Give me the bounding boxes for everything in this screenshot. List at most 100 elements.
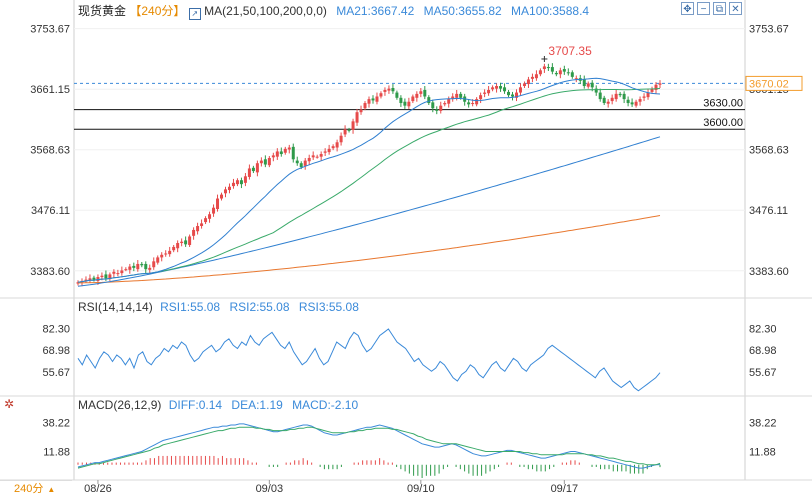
ma200-line bbox=[78, 215, 661, 284]
candle-body bbox=[467, 102, 471, 105]
candle-body bbox=[144, 263, 148, 270]
candle-body bbox=[279, 151, 283, 155]
candle-body bbox=[124, 269, 128, 271]
price-tick-left: 3753.67 bbox=[30, 24, 70, 36]
timeframe-badge[interactable]: 【240分】 bbox=[129, 4, 186, 18]
candle-body bbox=[307, 157, 311, 162]
level-label: 3600.00 bbox=[703, 117, 743, 129]
candle-body bbox=[231, 182, 235, 187]
candle-body bbox=[220, 194, 224, 199]
macd-tick-right: 11.88 bbox=[749, 447, 776, 459]
candle-body bbox=[435, 109, 439, 111]
candle-body bbox=[351, 121, 355, 130]
candle-body bbox=[638, 99, 642, 102]
candle-body bbox=[216, 198, 220, 210]
ma50-line bbox=[77, 87, 661, 283]
candle-body bbox=[419, 91, 423, 94]
candle-body bbox=[299, 163, 303, 168]
ma21-line bbox=[77, 77, 661, 283]
candle-body bbox=[267, 157, 271, 166]
candle-body bbox=[140, 263, 144, 266]
candle-body bbox=[287, 147, 291, 150]
candle-body bbox=[399, 97, 403, 104]
rsi-tick-left: 68.98 bbox=[42, 345, 70, 357]
ma-label: MA(21,50,100,200,0,0) bbox=[204, 4, 327, 18]
candle-body bbox=[200, 223, 204, 227]
candle-body bbox=[156, 257, 160, 263]
candle-body bbox=[622, 93, 626, 100]
move-icon[interactable]: ✥ bbox=[681, 2, 694, 15]
candle-body bbox=[495, 86, 499, 89]
candle-body bbox=[518, 87, 522, 93]
candle-body bbox=[283, 148, 287, 153]
candle-body bbox=[503, 87, 507, 92]
candle-body bbox=[375, 96, 379, 102]
candle-body bbox=[359, 109, 363, 113]
candle-body bbox=[542, 66, 546, 70]
chart-header: 现货黄金 【240分】 ↗ MA(21,50,100,200,0,0) MA21… bbox=[78, 2, 589, 20]
ma100-value: MA100:3588.4 bbox=[511, 4, 590, 18]
candle-body bbox=[391, 87, 395, 92]
candle-body bbox=[534, 74, 538, 79]
price-tick-right: 3383.60 bbox=[749, 266, 789, 278]
restore-icon[interactable]: ⧉ bbox=[713, 2, 726, 15]
minimize-icon[interactable]: − bbox=[697, 2, 710, 15]
candle-body bbox=[243, 176, 247, 183]
current-price-tag bbox=[745, 75, 803, 91]
price-tick-right: 3753.67 bbox=[749, 24, 789, 36]
candle-body bbox=[347, 129, 351, 131]
candle-body bbox=[499, 86, 503, 89]
candle-body bbox=[160, 254, 164, 258]
candle-body bbox=[247, 168, 251, 177]
candle-body bbox=[108, 274, 112, 279]
candle-body bbox=[323, 151, 327, 153]
candle-body bbox=[646, 92, 650, 98]
candle-body bbox=[483, 92, 487, 94]
candle-body bbox=[451, 96, 455, 99]
candle-body bbox=[427, 97, 431, 104]
ma100-line bbox=[77, 136, 661, 287]
candle-body bbox=[423, 89, 427, 97]
macd-diff-line bbox=[77, 423, 661, 469]
candle-body bbox=[132, 265, 136, 268]
rsi-tick-right: 82.30 bbox=[749, 324, 777, 336]
rsi2-value: RSI2:55.08 bbox=[229, 300, 290, 314]
timeframe-selector[interactable]: 240分 ▲ bbox=[0, 480, 72, 496]
rsi-tick-right: 68.98 bbox=[749, 345, 777, 357]
candle-body bbox=[120, 270, 124, 274]
macd-tick-right: 38.22 bbox=[749, 418, 777, 430]
candle-body bbox=[650, 88, 654, 92]
current-price-label: 3670.02 bbox=[749, 78, 789, 90]
level-label: 3630.00 bbox=[703, 98, 743, 110]
candle-body bbox=[614, 93, 618, 100]
candle-body bbox=[630, 102, 634, 105]
candle-body bbox=[407, 101, 411, 107]
candle-body bbox=[208, 214, 212, 219]
candle-body bbox=[275, 151, 279, 157]
candle-body bbox=[180, 241, 184, 244]
chart-controls: ✥ − ⧉ ✕ bbox=[681, 2, 742, 15]
candle-body bbox=[514, 92, 518, 98]
candle-body bbox=[331, 146, 335, 149]
candle-body bbox=[594, 88, 598, 93]
candle-body bbox=[259, 160, 263, 164]
high-marker-label: 3707.35 bbox=[548, 44, 592, 58]
settings-gear-icon[interactable]: ✲ bbox=[4, 397, 15, 411]
candle-body bbox=[315, 156, 319, 158]
close-icon[interactable]: ✕ bbox=[729, 2, 742, 15]
candle-body bbox=[363, 103, 367, 109]
rsi-tick-left: 55.67 bbox=[42, 367, 70, 379]
candle-body bbox=[188, 236, 192, 245]
ma50-value: MA50:3655.82 bbox=[423, 4, 502, 18]
candle-body bbox=[116, 273, 120, 275]
candle-body bbox=[212, 207, 216, 214]
rsi-label: RSI(14,14,14) bbox=[78, 300, 153, 314]
timeframe-label: 240分 bbox=[141, 4, 174, 18]
xaxis-label: 08/26 bbox=[84, 483, 112, 495]
candle-body bbox=[371, 98, 375, 101]
candle-body bbox=[387, 88, 391, 91]
rsi-tick-left: 82.30 bbox=[42, 324, 70, 336]
candle-body bbox=[239, 180, 243, 185]
price-tick-left: 3476.11 bbox=[31, 205, 70, 217]
